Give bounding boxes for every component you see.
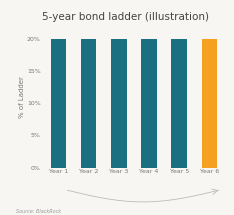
Bar xyxy=(81,39,96,168)
Bar xyxy=(172,39,187,168)
Text: Source: BlackRock: Source: BlackRock xyxy=(16,209,62,214)
Bar xyxy=(111,39,127,168)
Y-axis label: % of Ladder: % of Ladder xyxy=(19,76,26,118)
Bar xyxy=(202,39,217,168)
Text: 5-year bond ladder (illustration): 5-year bond ladder (illustration) xyxy=(42,12,209,22)
Bar xyxy=(51,39,66,168)
Bar xyxy=(141,39,157,168)
